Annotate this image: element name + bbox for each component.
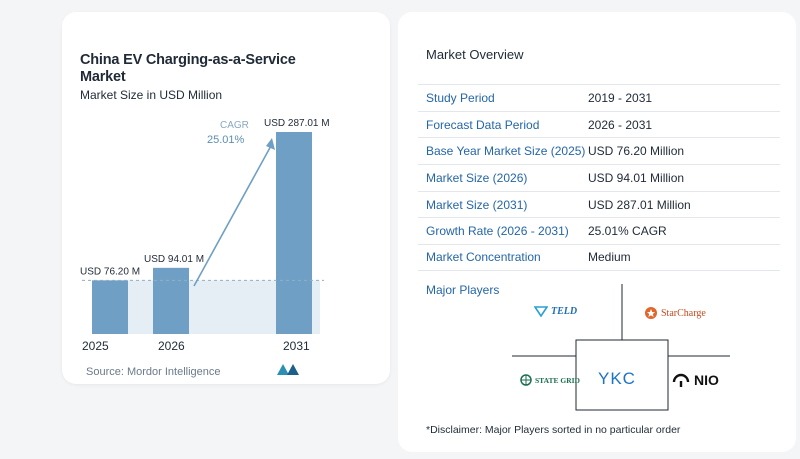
state-grid-label: STATE GRID <box>535 375 580 385</box>
chart-title: China EV Charging-as-a-Service Market <box>80 52 296 85</box>
bar-2026 <box>153 267 189 334</box>
ykc-logo: YKC <box>598 369 636 389</box>
starcharge-icon <box>645 307 657 319</box>
row-key: Market Size (2031) <box>426 197 528 212</box>
state-grid-icon <box>520 374 532 386</box>
row-value: 2019 - 2031 <box>588 90 653 105</box>
nio-label: NIO <box>694 372 719 388</box>
row-key: Market Concentration <box>426 250 541 265</box>
bar-2031 <box>276 132 312 334</box>
state-grid-logo: STATE GRID <box>520 374 580 386</box>
bar-chart: USD 76.20 M USD 94.01 M USD 287.01 M 2025 20… <box>80 118 330 353</box>
row-value: 2026 - 2031 <box>588 117 653 132</box>
row-key: Growth Rate (2026 - 2031) <box>426 224 569 239</box>
row-value: 25.01% CAGR <box>588 224 667 239</box>
row-value: Medium <box>588 250 631 265</box>
row-key: Base Year Market Size (2025) <box>426 144 586 159</box>
starcharge-label: StarCharge <box>661 307 706 319</box>
mordor-logo-icon <box>277 364 299 375</box>
category-label: 2031 <box>283 339 310 353</box>
teld-label: TELD <box>551 305 578 317</box>
table-row: Market Concentration Medium <box>418 244 780 271</box>
ykc-label: YKC <box>598 369 636 388</box>
nio-logo: NIO <box>672 372 719 388</box>
row-key: Market Size (2026) <box>426 170 528 185</box>
chart-subtitle: Market Size in USD Million <box>80 88 223 102</box>
starcharge-logo: StarCharge <box>644 306 706 320</box>
row-value: USD 94.01 Million <box>588 170 685 185</box>
disclaimer: *Disclaimer: Major Players sorted in no … <box>426 424 681 436</box>
row-value: USD 76.20 Million <box>588 144 685 159</box>
table-row: Market Size (2026) USD 94.01 Million <box>418 164 780 191</box>
overview-title: Market Overview <box>426 47 524 62</box>
overview-table: Study Period 2019 - 2031 Forecast Data P… <box>418 84 780 271</box>
category-label: 2026 <box>158 339 185 353</box>
teld-logo: TELD <box>534 305 577 317</box>
value-label: USD 287.01 M <box>264 118 330 129</box>
row-key: Forecast Data Period <box>426 117 540 132</box>
bar-2025 <box>92 280 128 334</box>
cagr-value: 25.01% <box>207 134 245 146</box>
table-row: Forecast Data Period 2026 - 2031 <box>418 110 780 138</box>
cagr-arrow <box>193 143 273 287</box>
table-row: Growth Rate (2026 - 2031) 25.01% CAGR <box>418 217 780 244</box>
teld-icon <box>534 306 548 317</box>
nio-icon <box>672 373 690 387</box>
players-grid <box>512 284 730 411</box>
row-value: USD 287.01 Million <box>588 197 691 212</box>
table-row: Study Period 2019 - 2031 <box>418 84 780 111</box>
major-players-title: Major Players <box>426 283 500 297</box>
row-key: Study Period <box>426 90 495 105</box>
table-row: Market Size (2031) USD 287.01 Million <box>418 190 780 218</box>
overview-card <box>398 12 796 452</box>
cagr-label: CAGR <box>220 120 249 131</box>
table-row: Base Year Market Size (2025) USD 76.20 M… <box>418 137 780 164</box>
category-label: 2025 <box>82 339 109 353</box>
value-label: USD 76.20 M <box>80 266 140 277</box>
source-note: Source: Mordor Intelligence <box>86 366 221 378</box>
value-label: USD 94.01 M <box>144 254 204 265</box>
arrow-head-icon <box>266 138 275 150</box>
